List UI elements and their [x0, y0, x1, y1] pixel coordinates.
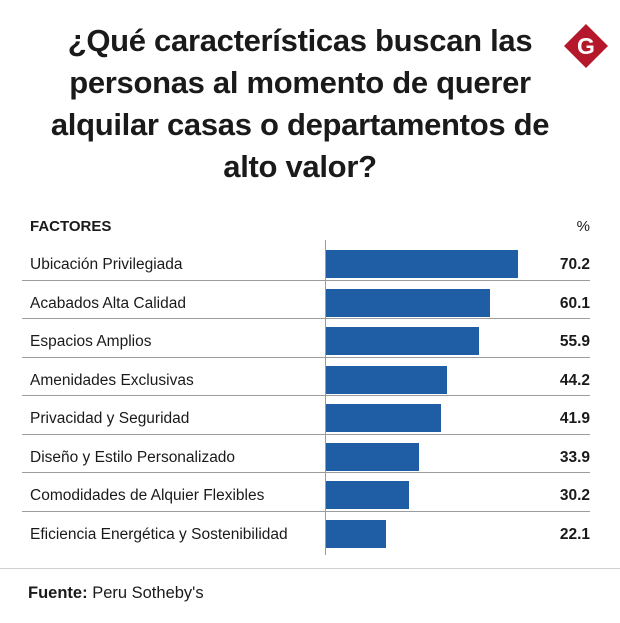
row-divider — [22, 318, 590, 319]
row-divider — [22, 433, 590, 435]
category-label: Amenidades Exclusivas — [30, 371, 194, 389]
logo-diamond — [564, 24, 608, 68]
category-label: Privacidad y Seguridad — [30, 410, 190, 427]
value-label: 33.9 — [559, 448, 590, 466]
value-label: 44.2 — [559, 371, 590, 389]
bar — [326, 288, 490, 317]
source-note: Fuente: Peru Sotheby's — [28, 584, 204, 603]
row-divider — [22, 510, 590, 512]
bar — [326, 327, 479, 355]
value-column-header: % — [576, 218, 590, 235]
category-label: Ubicación Privilegiada — [30, 256, 183, 273]
category-label: Comodidades de Alquier Flexibles — [30, 487, 265, 504]
bar — [326, 365, 447, 394]
bar — [326, 519, 386, 548]
value-label: 60.1 — [559, 294, 590, 312]
value-label: 55.9 — [559, 333, 590, 350]
bar — [326, 250, 518, 278]
value-label: 70.2 — [559, 256, 590, 273]
row-divider — [22, 395, 590, 396]
value-label: 22.1 — [559, 525, 590, 543]
category-label: Diseño y Estilo Personalizado — [30, 448, 236, 466]
bar — [326, 481, 409, 509]
logo-icon: G — [564, 24, 608, 68]
bar-axis-line — [325, 240, 326, 555]
footer-divider — [0, 568, 620, 569]
bar — [326, 442, 419, 471]
row-divider — [22, 279, 590, 281]
category-label: Eficiencia Energética y Sostenibilidad — [30, 525, 288, 543]
bar — [326, 404, 441, 432]
category-column-header: FACTORES — [30, 218, 112, 235]
row-divider — [22, 472, 590, 473]
chart-title: ¿Qué características buscan las personas… — [50, 23, 550, 184]
category-label: Espacios Amplios — [30, 333, 152, 350]
value-label: 30.2 — [559, 487, 590, 504]
logo-letter: G — [577, 33, 595, 59]
source-text: Peru Sotheby's — [92, 584, 204, 602]
value-label: 41.9 — [559, 410, 590, 427]
row-divider — [22, 356, 590, 358]
source-label: Fuente: — [28, 584, 88, 602]
category-label: Acabados Alta Calidad — [30, 294, 186, 312]
